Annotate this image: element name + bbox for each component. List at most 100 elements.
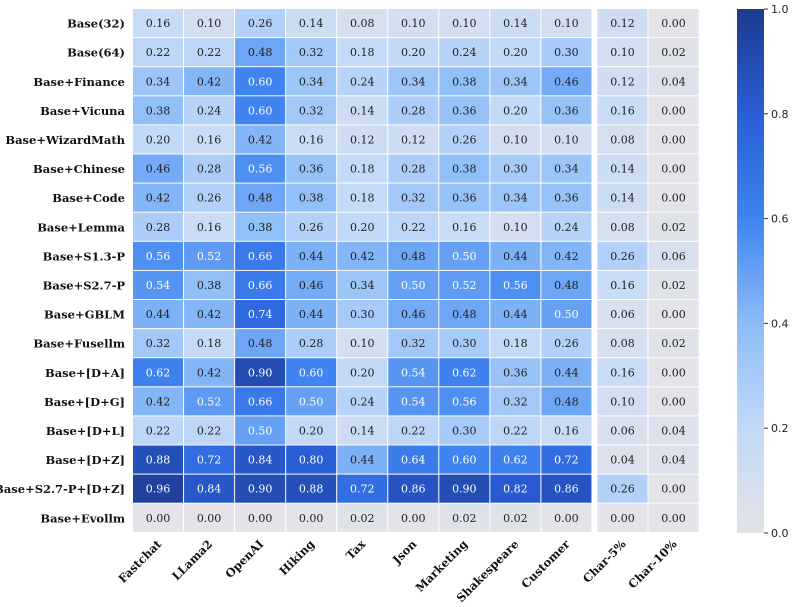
heatmap-cell — [184, 329, 235, 358]
cell-value-label: 0.20 — [503, 46, 528, 59]
cell-value-label: 0.62 — [452, 366, 477, 379]
cell-value-label: 0.34 — [401, 75, 426, 88]
cell-value-label: 0.72 — [554, 454, 579, 467]
cell-value-label: 0.02 — [661, 46, 686, 59]
cell-value-label: 0.00 — [661, 104, 686, 117]
heatmap-cell — [286, 125, 337, 154]
cell-value-label: 0.36 — [554, 192, 579, 205]
heatmap-cell — [235, 38, 286, 67]
heatmap-cell — [648, 300, 699, 329]
heatmap-cell — [133, 212, 184, 241]
heatmap-cell — [235, 358, 286, 387]
cell-value-label: 0.32 — [146, 337, 171, 350]
cell-value-label: 0.00 — [661, 483, 686, 496]
cell-value-label: 0.16 — [146, 17, 171, 30]
cell-value-label: 0.28 — [197, 163, 222, 176]
cell-value-label: 0.08 — [350, 17, 375, 30]
cell-value-label: 0.22 — [503, 424, 528, 437]
cell-value-label: 0.60 — [248, 75, 273, 88]
row-label: Base+Fusellm — [33, 337, 125, 351]
heatmap-cell — [541, 38, 592, 67]
heatmap-cell — [490, 387, 541, 416]
cell-value-label: 0.26 — [299, 221, 324, 234]
cell-value-label: 0.02 — [452, 512, 477, 525]
heatmap-cell — [648, 387, 699, 416]
heatmap-cell — [439, 154, 490, 183]
cell-value-label: 0.50 — [248, 424, 273, 437]
cell-value-label: 0.44 — [299, 250, 324, 263]
heatmap-cell — [235, 445, 286, 474]
cell-value-label: 0.12 — [401, 133, 426, 146]
cell-value-label: 0.26 — [452, 133, 477, 146]
heatmap-cell — [439, 503, 490, 532]
row-label: Base+Vicuna — [40, 104, 125, 118]
cell-value-label: 0.28 — [146, 221, 171, 234]
cell-value-label: 0.38 — [248, 221, 273, 234]
row-label: Base+[D+L] — [46, 424, 125, 438]
heatmap-cell — [597, 241, 648, 270]
cell-value-label: 0.20 — [350, 221, 375, 234]
heatmap-cell — [490, 270, 541, 299]
cell-value-label: 0.44 — [503, 308, 528, 321]
heatmap-cell — [490, 300, 541, 329]
heatmap-cell — [541, 270, 592, 299]
cell-value-label: 0.64 — [401, 454, 426, 467]
cell-value-label: 0.56 — [146, 250, 171, 263]
row-label: Base+[D+G] — [44, 395, 125, 409]
cell-value-label: 0.36 — [299, 163, 324, 176]
cell-value-label: 0.90 — [248, 366, 273, 379]
cell-value-label: 0.38 — [197, 279, 222, 292]
cell-value-label: 0.26 — [554, 337, 579, 350]
heatmap-cell — [439, 300, 490, 329]
cell-value-label: 0.28 — [401, 104, 426, 117]
heatmap-cell — [439, 183, 490, 212]
cell-value-label: 0.44 — [503, 250, 528, 263]
cell-value-label: 0.28 — [299, 337, 324, 350]
heatmap-cell — [286, 503, 337, 532]
cell-value-label: 0.48 — [401, 250, 426, 263]
cell-value-label: 0.00 — [661, 366, 686, 379]
cell-value-label: 0.34 — [503, 75, 528, 88]
heatmap-cell — [184, 474, 235, 503]
cell-value-label: 0.18 — [350, 192, 375, 205]
heatmap-cell — [597, 38, 648, 67]
column-label: Char-5% — [580, 537, 629, 586]
cell-value-label: 0.16 — [554, 424, 579, 437]
heatmap-cell — [490, 212, 541, 241]
cell-value-label: 0.50 — [401, 279, 426, 292]
heatmap-cell — [541, 445, 592, 474]
cell-value-label: 0.02 — [661, 279, 686, 292]
heatmap-cell — [490, 416, 541, 445]
heatmap-cell — [286, 387, 337, 416]
cell-value-label: 0.14 — [299, 17, 324, 30]
cell-value-label: 0.26 — [197, 192, 222, 205]
column-label: Tax — [343, 537, 368, 562]
heatmap-cell — [286, 183, 337, 212]
cell-value-label: 0.18 — [350, 46, 375, 59]
heatmap-cell — [133, 270, 184, 299]
heatmap-cell — [286, 474, 337, 503]
heatmap-cell — [337, 329, 388, 358]
cell-value-label: 0.54 — [401, 366, 426, 379]
heatmap-cell — [337, 96, 388, 125]
cell-value-label: 0.54 — [401, 395, 426, 408]
heatmap-cell — [490, 358, 541, 387]
cell-value-label: 0.44 — [146, 308, 171, 321]
row-label: Base+Chinese — [33, 162, 125, 176]
cell-value-label: 0.18 — [350, 163, 375, 176]
cell-value-label: 0.18 — [197, 337, 222, 350]
colorbar-tick-label: 0.4 — [771, 317, 789, 330]
cell-value-label: 0.96 — [146, 483, 171, 496]
heatmap-cell — [439, 329, 490, 358]
heatmap-cell — [648, 183, 699, 212]
cell-value-label: 0.00 — [146, 512, 171, 525]
heatmap-cell — [648, 125, 699, 154]
heatmap-cell — [235, 212, 286, 241]
heatmap-cell — [286, 212, 337, 241]
heatmap-cell — [235, 9, 286, 38]
heatmap-cell — [133, 387, 184, 416]
cell-value-label: 0.34 — [299, 75, 324, 88]
heatmap-cell — [337, 212, 388, 241]
heatmap-cell — [597, 329, 648, 358]
row-label: Base+Code — [52, 191, 125, 205]
